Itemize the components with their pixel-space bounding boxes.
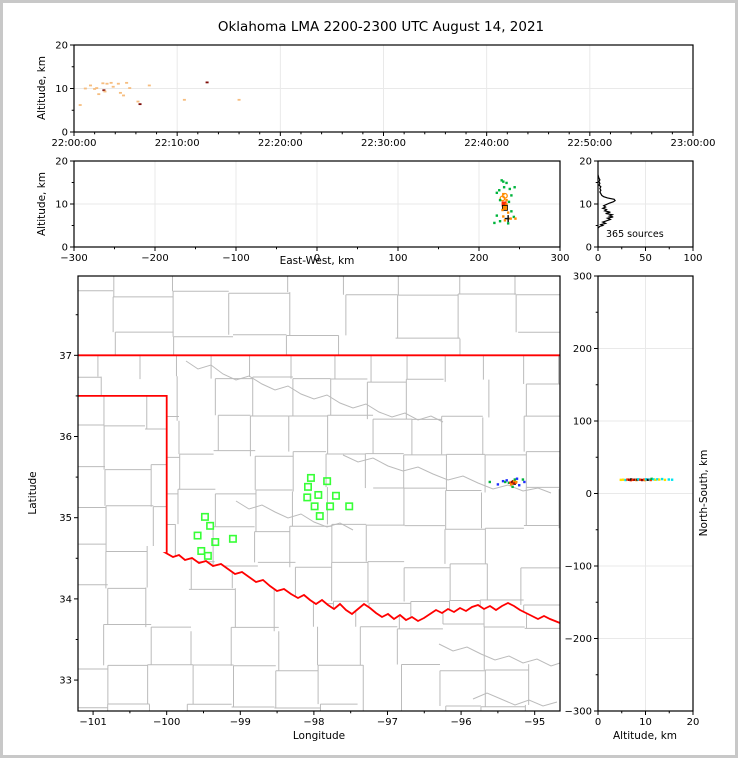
plot-graphics: 22:00:00 22:10:00 22:20:00 22:30:00 22:40:00… bbox=[52, 41, 716, 729]
axis-label-altitude-top: Altitude, km bbox=[36, 55, 48, 121]
lma-station-marker bbox=[211, 538, 220, 547]
lma-station-marker bbox=[193, 531, 202, 540]
lma-station-marker bbox=[200, 512, 209, 521]
tick-label-y: 35 bbox=[59, 513, 72, 524]
lma-station-marker bbox=[206, 521, 215, 530]
tick-label-x: −200 bbox=[141, 253, 168, 264]
lma-station-marker bbox=[326, 502, 335, 511]
tick-label-x: 50 bbox=[639, 253, 652, 264]
panel-ew-height: −300 −200 −100 0 100 200 300 0 10 20 bbox=[55, 157, 569, 265]
tick-label-y: 36 bbox=[59, 432, 72, 443]
lma-station-marker bbox=[303, 482, 312, 491]
tick-label-x: 22:40:00 bbox=[464, 138, 509, 149]
tick-label-y: 33 bbox=[59, 676, 72, 687]
tick-label-x: −100 bbox=[153, 717, 180, 728]
tick-label-y: 300 bbox=[573, 272, 592, 283]
tick-label-y: 20 bbox=[579, 157, 592, 168]
panel-time-height: 22:00:00 22:10:00 22:20:00 22:30:00 22:40:00… bbox=[52, 41, 716, 150]
tick-label-x: −100 bbox=[222, 253, 249, 264]
axis-label-latitude: Latitude bbox=[27, 471, 39, 515]
page-title: Oklahoma LMA 2200-2300 UTC August 14, 20… bbox=[217, 19, 545, 35]
tick-label-x: 100 bbox=[388, 253, 407, 264]
source-count-annotation: 365 sources bbox=[606, 229, 664, 240]
tick-label-x: 22:20:00 bbox=[258, 138, 303, 149]
lma-station-marker bbox=[314, 490, 323, 499]
axis-label-altitude-mid: Altitude, km bbox=[36, 171, 48, 237]
tick-label-y: 0 bbox=[586, 243, 592, 254]
tick-label-x: −95 bbox=[524, 717, 545, 728]
tick-label-x: 0 bbox=[595, 717, 601, 728]
lma-station-marker bbox=[331, 491, 340, 500]
tick-label-x: 100 bbox=[683, 253, 702, 264]
county-boundaries bbox=[78, 395, 560, 711]
tick-label-x: 0 bbox=[595, 253, 601, 264]
river-line bbox=[185, 360, 444, 423]
axis-label-east-west: East-West, km bbox=[279, 255, 355, 267]
tick-label-x: 22:10:00 bbox=[155, 138, 200, 149]
panel-altitude-histogram: 0 50 100 0 10 20 bbox=[579, 157, 702, 265]
tick-label-y: 200 bbox=[573, 344, 592, 355]
tick-label-x: −101 bbox=[79, 717, 106, 728]
lightning-sources-map bbox=[488, 477, 526, 489]
tick-label-y: 0 bbox=[586, 489, 592, 500]
river-line bbox=[342, 454, 552, 494]
tick-label-x: −300 bbox=[60, 253, 87, 264]
tick-label-x: 10 bbox=[639, 717, 652, 728]
lma-station-marker bbox=[315, 512, 324, 521]
river-line bbox=[438, 643, 561, 667]
tick-label-x: 23:00:00 bbox=[671, 138, 716, 149]
tick-label-y: 20 bbox=[55, 157, 68, 168]
lma-station-marker bbox=[303, 493, 312, 502]
tick-label-x: 22:00:00 bbox=[52, 138, 97, 149]
tick-label-x: −96 bbox=[451, 717, 472, 728]
tick-label-x: 20 bbox=[687, 717, 700, 728]
tick-label-y: 20 bbox=[55, 41, 68, 52]
tick-label-x: −97 bbox=[377, 717, 398, 728]
tick-label-y: −100 bbox=[565, 562, 592, 573]
axis-label-north-south: North-South, km bbox=[698, 449, 710, 537]
tick-label-x: −99 bbox=[230, 717, 251, 728]
tick-label-y: −300 bbox=[565, 707, 592, 718]
lma-station-marker bbox=[203, 551, 212, 560]
axis-label-altitude-bottom: Altitude, km bbox=[612, 730, 678, 742]
river-line bbox=[472, 692, 558, 707]
tick-label-y: 100 bbox=[573, 417, 592, 428]
lma-station-marker bbox=[310, 502, 319, 511]
tick-label-x: 22:30:00 bbox=[361, 138, 406, 149]
tick-label-y: 10 bbox=[55, 200, 68, 211]
tick-label-x: 22:50:00 bbox=[567, 138, 612, 149]
lma-station-marker bbox=[228, 534, 237, 543]
panel-map: −101 −100 −99 −98 −97 −96 −95 33 34 35 36 37 bbox=[59, 275, 561, 728]
lma-station-marker bbox=[197, 546, 206, 555]
tick-label-y: 10 bbox=[579, 200, 592, 211]
tick-label-y: 0 bbox=[62, 128, 68, 139]
county-boundaries bbox=[78, 355, 560, 623]
oklahoma-state-border bbox=[78, 354, 561, 624]
lma-station-marker bbox=[345, 502, 354, 511]
tick-label-x: 300 bbox=[550, 253, 569, 264]
tick-label-x: 0 bbox=[314, 253, 320, 264]
histogram-curve bbox=[597, 174, 616, 229]
tick-label-y: 37 bbox=[59, 351, 72, 362]
tick-label-y: 0 bbox=[62, 243, 68, 254]
panel-ns-height: 0 10 20 300 200 100 0 −100 −200 −300 bbox=[565, 272, 700, 729]
axis-label-longitude: Longitude bbox=[292, 730, 346, 742]
lma-station-marker bbox=[323, 477, 332, 486]
lma-station-marker bbox=[306, 473, 315, 482]
tick-label-y: 34 bbox=[59, 594, 72, 605]
river-line bbox=[235, 500, 354, 531]
tick-label-y: −200 bbox=[565, 634, 592, 645]
county-boundaries bbox=[78, 276, 560, 356]
lma-stations bbox=[193, 473, 354, 560]
tick-label-x: −98 bbox=[303, 717, 324, 728]
tick-label-y: 10 bbox=[55, 84, 68, 95]
tick-label-x: 200 bbox=[469, 253, 488, 264]
